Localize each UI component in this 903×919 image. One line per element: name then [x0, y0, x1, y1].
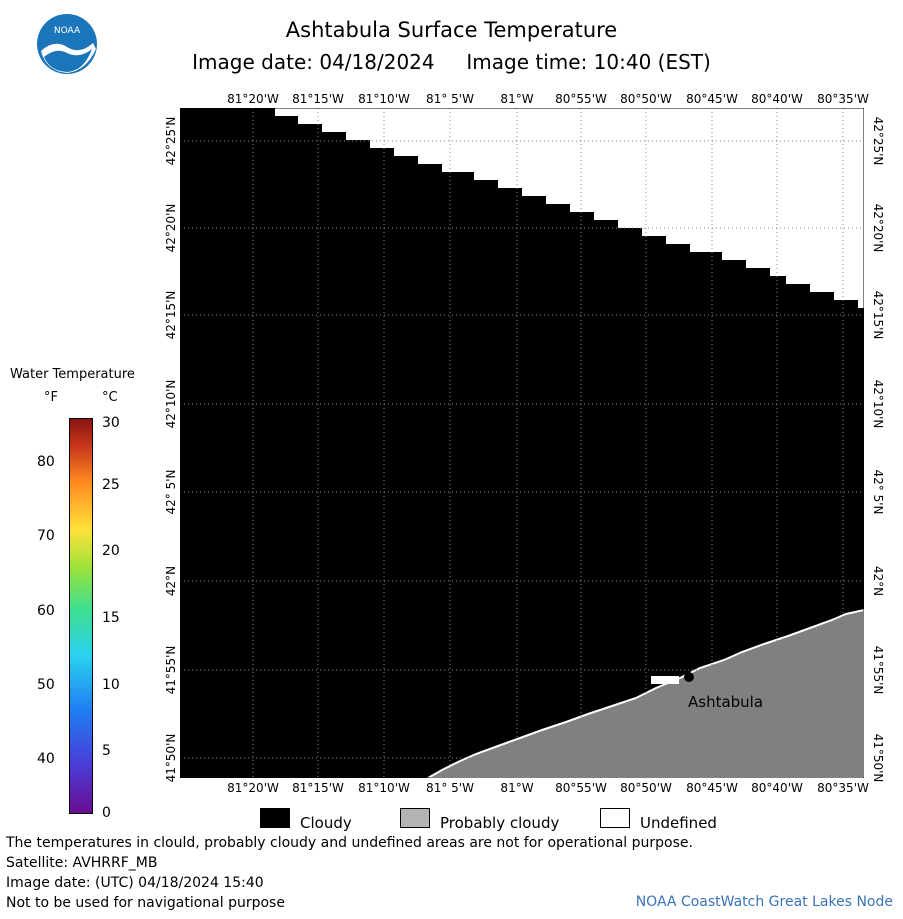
cloud-key: Cloudy Probably cloudy Undefined — [260, 808, 760, 834]
lat-label-right: 42°10'N — [871, 379, 885, 429]
lon-label-bottom: 80°40'W — [751, 781, 803, 795]
legend-f-tick: 60 — [37, 603, 55, 619]
lat-label-left: 42° 5'N — [164, 469, 178, 515]
legend-f-tick: 80 — [37, 454, 55, 470]
lat-label-right: 41°50'N — [871, 733, 885, 783]
lon-label-top: 81°15'W — [292, 92, 344, 106]
satellite-text: Satellite: AVHRRF_MB — [6, 855, 158, 871]
disclaimer-text: The temperatures in clould, probably clo… — [6, 835, 693, 851]
lat-label-right: 42°25'N — [871, 116, 885, 166]
lon-label-top: 81°20'W — [227, 92, 279, 106]
lon-label-top: 81°10'W — [358, 92, 410, 106]
legend-c-tick: 10 — [102, 677, 120, 693]
cloudy-label: Cloudy — [300, 814, 352, 832]
noaa-logo: NOAA — [37, 14, 97, 74]
page-title: Ashtabula Surface Temperature — [285, 18, 618, 42]
lat-label-right: 42° 5'N — [871, 469, 885, 515]
legend-f-tick: 70 — [37, 528, 55, 544]
lat-label-left: 42°20'N — [164, 203, 178, 253]
lon-label-top: 81°W — [500, 92, 534, 106]
cloudy-swatch — [260, 808, 290, 828]
utc-date-text: Image date: (UTC) 04/18/2024 15:40 — [6, 875, 264, 891]
ashtabula-marker — [684, 672, 694, 682]
lon-label-top: 80°55'W — [555, 92, 607, 106]
lon-label-bottom: 81° 5'W — [426, 781, 474, 795]
lon-label-top: 80°45'W — [686, 92, 738, 106]
legend-title: Water Temperature — [10, 367, 135, 382]
undefined-patch — [651, 676, 679, 684]
lon-label-bottom: 80°50'W — [620, 781, 672, 795]
undefined-swatch — [600, 808, 630, 828]
lon-label-bottom: 81°15'W — [292, 781, 344, 795]
undefined-label: Undefined — [640, 814, 717, 832]
legend-unit-f: °F — [44, 390, 58, 405]
logo-text: NOAA — [54, 26, 81, 36]
lon-label-bottom: 80°45'W — [686, 781, 738, 795]
lat-label-left: 42°10'N — [164, 379, 178, 429]
temperature-map: Ashtabula — [180, 108, 864, 778]
image-date-time: Image date: 04/18/2024 Image time: 10:40… — [192, 50, 711, 74]
lon-label-bottom: 81°20'W — [227, 781, 279, 795]
lat-label-left: 42°15'N — [164, 290, 178, 340]
lon-label-top: 80°35'W — [817, 92, 869, 106]
lon-label-bottom: 80°35'W — [817, 781, 869, 795]
lat-label-left: 41°50'N — [164, 733, 178, 783]
credit-link[interactable]: NOAA CoastWatch Great Lakes Node — [635, 894, 893, 910]
lon-label-bottom: 81°W — [500, 781, 534, 795]
lat-label-right: 42°15'N — [871, 290, 885, 340]
probably-cloudy-label: Probably cloudy — [440, 814, 560, 832]
lat-label-right: 42°20'N — [871, 203, 885, 253]
ashtabula-label: Ashtabula — [688, 693, 763, 711]
legend-c-tick: 15 — [102, 610, 120, 626]
legend-c-tick: 25 — [102, 477, 120, 493]
temperature-color-bar — [69, 418, 93, 814]
cloudy-area — [180, 108, 864, 778]
lat-label-right: 42°N — [871, 565, 885, 597]
legend-c-tick: 20 — [102, 543, 120, 559]
legend-c-tick: 0 — [102, 805, 111, 821]
probably-cloudy-swatch — [400, 808, 430, 828]
legend-c-tick: 5 — [102, 743, 111, 759]
lon-label-bottom: 80°55'W — [555, 781, 607, 795]
lon-label-bottom: 81°10'W — [358, 781, 410, 795]
lat-label-left: 41°55'N — [164, 645, 178, 695]
lat-label-left: 42°N — [164, 565, 178, 597]
legend-f-tick: 40 — [37, 751, 55, 767]
lon-label-top: 80°50'W — [620, 92, 672, 106]
navigation-warning: Not to be used for navigational purpose — [6, 895, 285, 911]
lat-label-right: 41°55'N — [871, 645, 885, 695]
lon-label-top: 81° 5'W — [426, 92, 474, 106]
lon-label-top: 80°40'W — [751, 92, 803, 106]
lat-label-left: 42°25'N — [164, 116, 178, 166]
legend-c-tick: 30 — [102, 415, 120, 431]
legend-unit-c: °C — [102, 390, 118, 405]
legend-f-tick: 50 — [37, 677, 55, 693]
